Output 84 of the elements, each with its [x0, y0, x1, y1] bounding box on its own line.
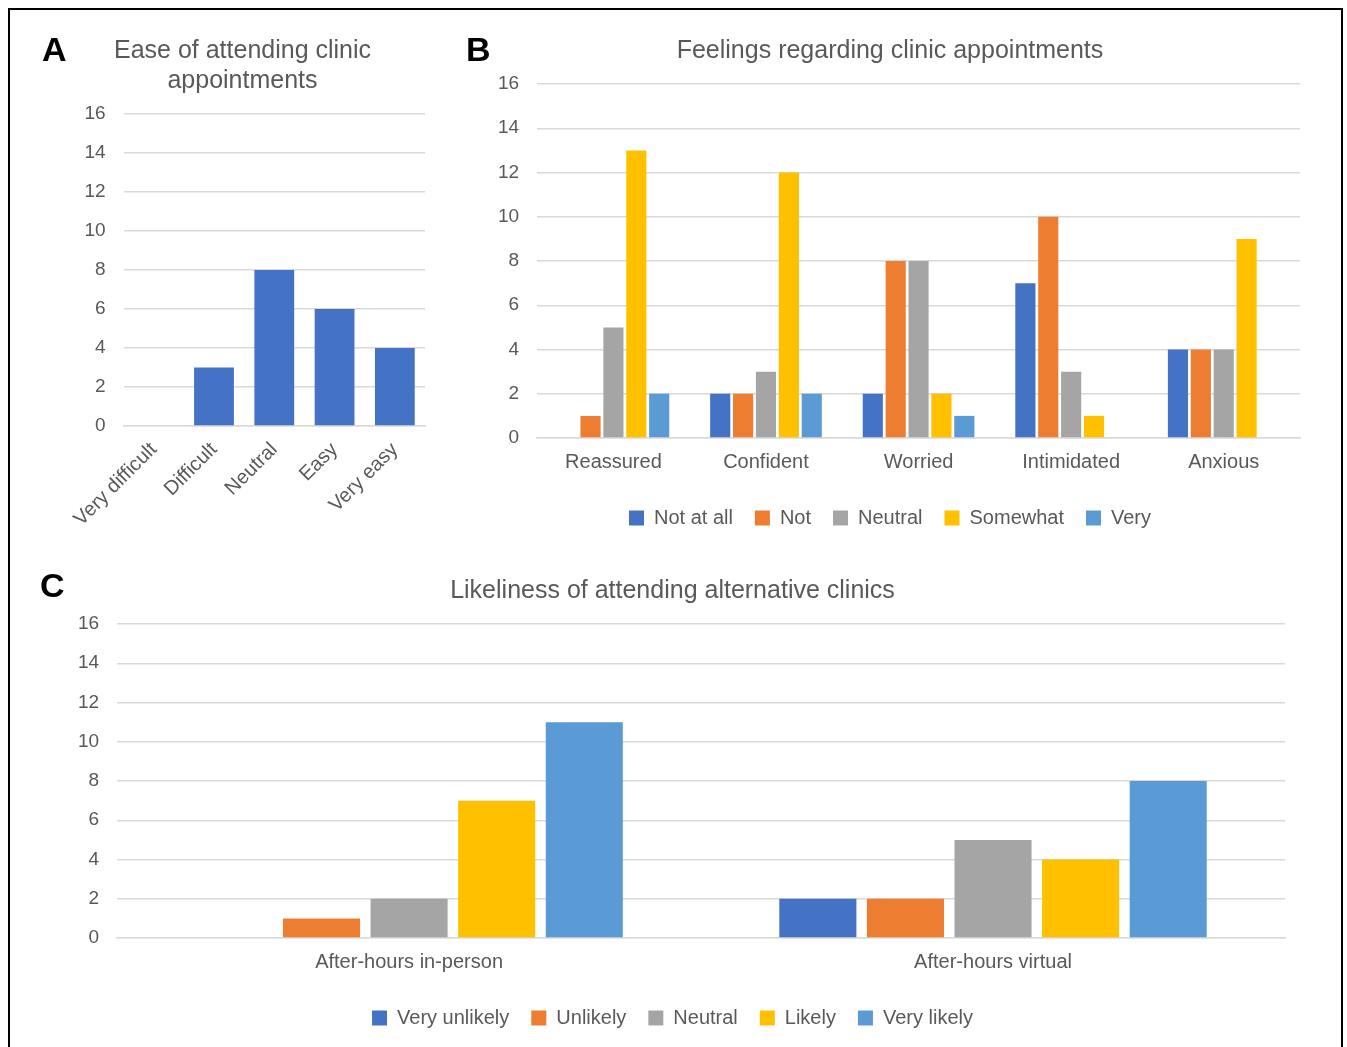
y-tick-label: 16 [84, 102, 106, 124]
bar [370, 898, 448, 938]
bar [778, 172, 799, 438]
x-tick-label: After-hours in-person [315, 949, 504, 972]
bar [649, 393, 670, 438]
y-tick-label: 4 [88, 847, 100, 869]
y-tick-label: 6 [94, 297, 106, 319]
bar [931, 393, 952, 438]
chart-title: Likeliness of attending alternative clinics [450, 574, 895, 603]
y-tick-label: 12 [497, 160, 520, 182]
bar [1236, 238, 1257, 438]
bar [862, 393, 883, 438]
text: C [40, 566, 65, 605]
bar [580, 415, 601, 438]
bar [1015, 283, 1036, 438]
legend-label: Not at all [653, 505, 733, 528]
x-tick-label: Confident [723, 449, 810, 472]
y-tick-label: 16 [77, 612, 100, 634]
y-tick-label: 14 [77, 651, 100, 673]
bar [1038, 216, 1059, 438]
bar [733, 393, 754, 438]
bar [755, 371, 777, 438]
x-tick-label: Anxious [1188, 449, 1260, 472]
y-tick-label: 2 [94, 375, 106, 397]
y-tick-label: 12 [84, 180, 106, 202]
bar [954, 415, 975, 438]
bar [866, 898, 944, 938]
bar [1167, 349, 1189, 438]
bar [1190, 349, 1211, 438]
legend-label: Very [1111, 505, 1152, 528]
bar [1061, 371, 1082, 438]
y-tick-label: 8 [94, 258, 106, 280]
bar [254, 270, 295, 426]
y-tick-label: 2 [508, 381, 520, 403]
bar [603, 327, 624, 438]
text: A [42, 30, 67, 69]
bar [779, 898, 857, 938]
y-tick-label: 10 [77, 729, 100, 751]
y-tick-label: 14 [84, 141, 106, 163]
y-tick-label: 2 [88, 886, 100, 908]
y-tick-label: 0 [94, 414, 106, 436]
bar [1083, 415, 1105, 438]
y-tick-label: 8 [88, 769, 100, 791]
y-tick-label: 4 [508, 337, 520, 359]
y-tick-label: 14 [497, 116, 520, 138]
bar [314, 309, 355, 426]
bar [194, 367, 234, 426]
bar [1042, 859, 1120, 938]
bar [545, 722, 623, 938]
y-tick-label: 0 [88, 926, 100, 948]
legend-label: Very unlikely [397, 1005, 510, 1028]
bar [801, 393, 822, 438]
x-tick-label: Reassured [565, 449, 662, 472]
legend-label: Not [779, 505, 812, 528]
y-tick-label: 6 [88, 808, 100, 830]
x-tick-label: Worried [883, 449, 954, 472]
y-tick-label: 10 [497, 204, 520, 226]
legend-label: Likely [784, 1005, 836, 1028]
bar [908, 261, 929, 438]
legend-label: Somewhat [969, 505, 1065, 528]
legend-label: Unlikely [556, 1005, 627, 1028]
y-tick-label: 8 [508, 249, 520, 271]
chart-title: Feelings regarding clinic appointments [676, 34, 1104, 63]
y-tick-label: 16 [497, 72, 520, 94]
x-tick-label: Intimidated [1022, 449, 1121, 472]
bar [954, 839, 1032, 938]
bar [374, 348, 415, 426]
y-tick-label: 12 [77, 690, 100, 712]
bar [1213, 349, 1234, 438]
bar [458, 800, 536, 938]
y-tick-label: 10 [84, 219, 106, 241]
bar [710, 393, 731, 438]
bar [282, 918, 361, 938]
y-tick-label: 6 [508, 293, 520, 315]
text: B [466, 30, 491, 69]
bar [885, 261, 906, 438]
bar [1129, 781, 1207, 938]
y-tick-label: 4 [94, 336, 106, 358]
y-tick-label: 0 [508, 426, 520, 448]
bar [626, 150, 647, 438]
legend-label: Neutral [673, 1005, 738, 1028]
x-tick-label: After-hours virtual [914, 949, 1072, 972]
legend-label: Very likely [882, 1005, 973, 1028]
chart-title: Ease of attending clinic appointments [113, 34, 372, 93]
